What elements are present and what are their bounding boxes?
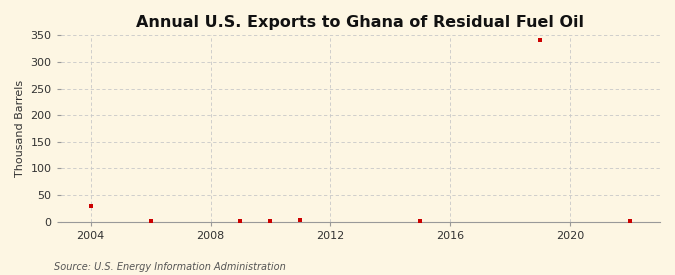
Text: Source: U.S. Energy Information Administration: Source: U.S. Energy Information Administ… [54, 262, 286, 272]
Title: Annual U.S. Exports to Ghana of Residual Fuel Oil: Annual U.S. Exports to Ghana of Residual… [136, 15, 585, 30]
Y-axis label: Thousand Barrels: Thousand Barrels [15, 80, 25, 177]
